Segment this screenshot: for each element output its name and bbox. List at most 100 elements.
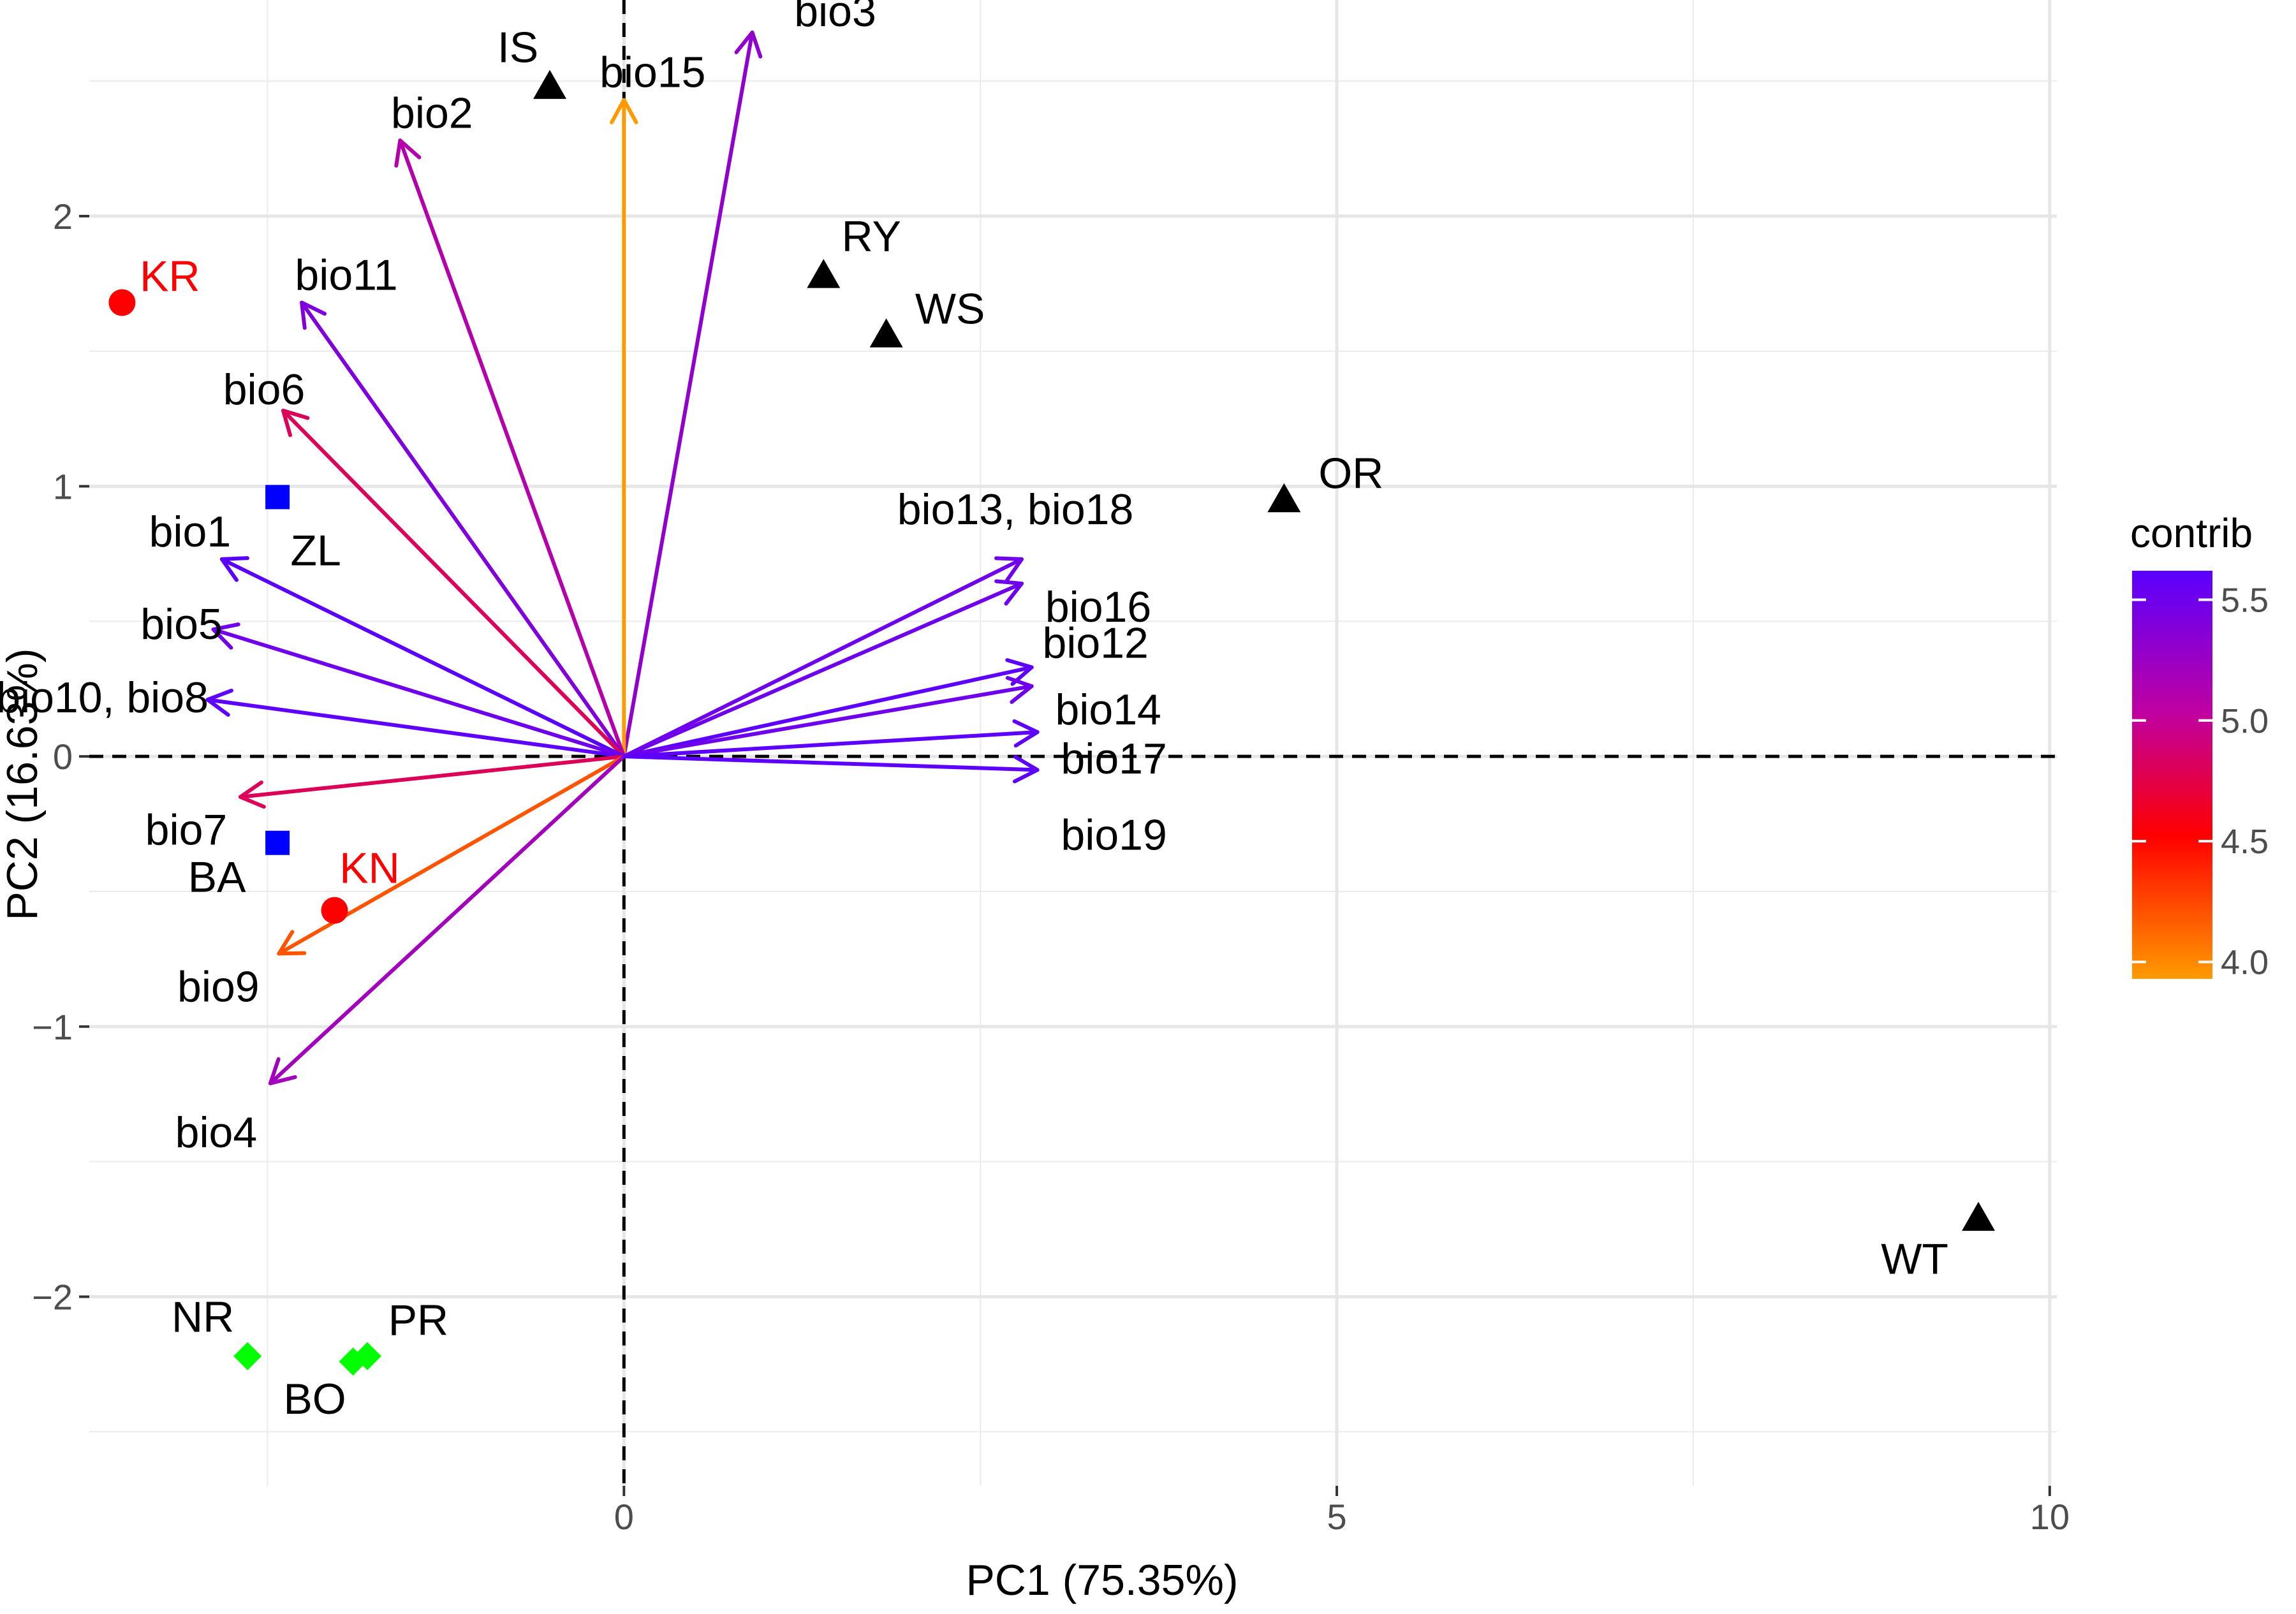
- y-tick-label: 1: [53, 467, 73, 507]
- arrow-label: bio15: [600, 48, 705, 97]
- loading-arrow: bio16: [622, 579, 1151, 759]
- arrow-label: bio10, bio8: [0, 673, 209, 722]
- point-marker-triangle: [807, 259, 841, 288]
- y-tick-label: −1: [32, 1007, 73, 1047]
- point-marker-circle: [321, 897, 348, 924]
- contrib-legend: contrib 4.0 4.5 5.0 5.5: [2130, 510, 2269, 981]
- arrow-shaft: [398, 138, 626, 759]
- x-tick-label: 10: [2030, 1497, 2070, 1537]
- y-tick-label: 0: [53, 737, 73, 777]
- x-tick-label: 0: [614, 1497, 634, 1537]
- arrow-head: [1005, 676, 1034, 704]
- point-label: IS: [497, 24, 538, 72]
- arrow-label: bio6: [223, 365, 305, 414]
- sample-point: PR: [353, 1296, 448, 1370]
- point-marker-diamond: [353, 1342, 381, 1370]
- loading-arrow: bio19: [622, 754, 1167, 859]
- point-label: PR: [388, 1296, 448, 1345]
- arrow-label: bio7: [145, 806, 228, 855]
- point-marker-triangle: [533, 70, 567, 99]
- point-label: ZL: [290, 526, 341, 575]
- sample-point: WS: [869, 284, 985, 348]
- arrow-head: [1012, 755, 1040, 784]
- arrow-shaft: [622, 557, 1024, 759]
- point-label: NR: [172, 1293, 234, 1342]
- loading-arrow: bio1: [149, 508, 626, 759]
- loading-arrow: bio2: [391, 89, 626, 759]
- arrow-shaft: [205, 698, 626, 759]
- arrow-head: [300, 300, 327, 330]
- arrow-shaft: [622, 30, 754, 759]
- arrow-label: bio13, bio18: [897, 485, 1134, 534]
- loading-arrow: bio4: [175, 754, 626, 1157]
- loading-arrows: bio3 bio15 bio2 bio11 bio6 bio1 bio5 bio10, bio…: [0, 0, 1167, 1157]
- arrow-head: [219, 556, 249, 582]
- arrow-head: [268, 1057, 297, 1085]
- point-label: RY: [842, 212, 901, 261]
- arrow-label: bio9: [177, 962, 260, 1011]
- arrow-shaft: [622, 684, 1034, 759]
- arrow-label: bio3: [794, 0, 876, 36]
- arrow-shaft: [300, 300, 626, 759]
- arrow-label: bio2: [391, 89, 473, 137]
- arrow-head: [205, 688, 233, 717]
- arrow-head: [394, 138, 422, 168]
- sample-points: KR KN ZL BA IS RY WS OR WT NR BO PR: [108, 24, 1996, 1423]
- sample-point: BA: [188, 830, 290, 902]
- x-axis-title: PC1 (75.35%): [966, 1556, 1238, 1604]
- arrow-label: bio1: [149, 508, 232, 556]
- point-marker-square: [265, 485, 290, 510]
- axes: 0 5 10 −2 −1 0 1 2: [32, 196, 2070, 1537]
- arrow-shaft: [268, 754, 626, 1085]
- grid: [89, 0, 2057, 1486]
- sample-point: NR: [172, 1293, 262, 1370]
- y-axis-title: PC2 (16.63%): [0, 648, 47, 920]
- point-label: KR: [140, 252, 200, 300]
- arrow-label: bio16: [1045, 583, 1151, 631]
- y-tick-label: 2: [53, 196, 73, 237]
- point-marker-square: [265, 830, 290, 855]
- loading-arrow: bio12: [622, 619, 1149, 759]
- x-tick-label: 5: [1327, 1497, 1346, 1537]
- loading-arrow: bio10, bio8: [0, 673, 626, 759]
- arrow-shaft: [622, 754, 1040, 772]
- point-marker-circle: [108, 289, 136, 316]
- arrow-shaft: [622, 582, 1024, 759]
- arrow-shaft: [622, 665, 1034, 759]
- arrow-head: [238, 780, 266, 809]
- legend-colorbar: [2132, 571, 2212, 979]
- loading-arrow: bio14: [622, 676, 1161, 759]
- point-marker-triangle: [869, 318, 903, 348]
- arrow-head: [277, 930, 307, 956]
- arrow-label: bio4: [175, 1108, 258, 1157]
- loading-arrow: bio15: [600, 48, 706, 759]
- point-label: BA: [188, 853, 246, 902]
- loading-arrow: bio7: [145, 754, 626, 855]
- arrow-label: bio11: [295, 251, 397, 299]
- arrow-label: bio19: [1061, 811, 1166, 859]
- point-marker-diamond: [233, 1342, 262, 1370]
- arrow-head: [994, 579, 1024, 606]
- arrow-shaft: [238, 754, 626, 799]
- legend-tick-label: 4.0: [2221, 943, 2269, 981]
- arrow-head: [1012, 719, 1040, 748]
- arrow-head: [734, 30, 763, 59]
- arrow-head: [610, 98, 638, 124]
- sample-point: RY: [807, 212, 901, 288]
- arrow-head: [994, 556, 1024, 582]
- loading-arrow: bio13, bio18: [622, 485, 1134, 759]
- point-marker-triangle: [1962, 1201, 1996, 1231]
- loading-arrow: bio17: [622, 719, 1167, 783]
- legend-tick-label: 4.5: [2221, 823, 2269, 861]
- arrow-shaft: [211, 627, 626, 759]
- arrow-head: [281, 408, 310, 437]
- sample-point: KR: [108, 252, 200, 316]
- sample-point: ZL: [265, 485, 341, 575]
- point-label: KN: [339, 844, 399, 893]
- arrow-head: [1005, 658, 1034, 686]
- sample-point: IS: [497, 24, 567, 99]
- loading-arrow: bio3: [622, 0, 876, 759]
- arrow-label: bio17: [1061, 735, 1166, 783]
- y-tick-label: −2: [32, 1277, 73, 1317]
